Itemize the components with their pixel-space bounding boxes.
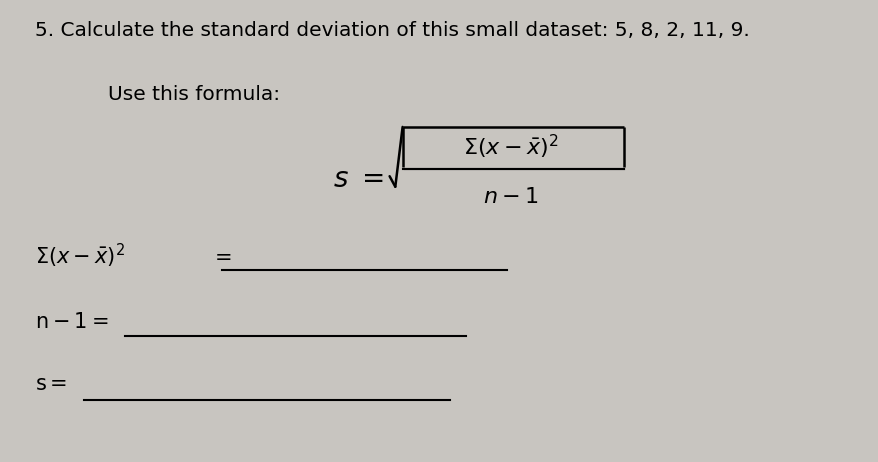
- Text: $\mathregular{n-1} =$: $\mathregular{n-1} =$: [35, 312, 109, 332]
- Text: $\Sigma(x-\bar{x})^2$: $\Sigma(x-\bar{x})^2$: [35, 242, 125, 270]
- Text: $=$: $=$: [210, 246, 231, 266]
- Text: $n-1$: $n-1$: [482, 186, 538, 208]
- Text: $s\ =$: $s\ =$: [333, 164, 385, 193]
- Text: $\Sigma(x-\bar{x})^2$: $\Sigma(x-\bar{x})^2$: [463, 133, 558, 161]
- Text: Use this formula:: Use this formula:: [108, 85, 280, 104]
- Text: 5. Calculate the standard deviation of this small dataset: 5, 8, 2, 11, 9.: 5. Calculate the standard deviation of t…: [35, 21, 749, 40]
- Text: $\mathregular{s} =$: $\mathregular{s} =$: [35, 374, 68, 394]
